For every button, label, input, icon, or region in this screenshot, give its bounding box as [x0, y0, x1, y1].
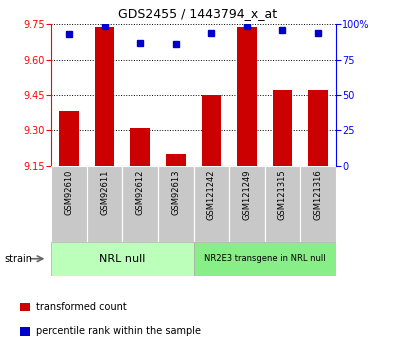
- Text: NR2E3 transgene in NRL null: NR2E3 transgene in NRL null: [204, 254, 325, 263]
- Bar: [122, 166, 158, 242]
- Bar: [237, 27, 257, 166]
- Text: GSM92611: GSM92611: [100, 169, 109, 215]
- Text: percentile rank within the sample: percentile rank within the sample: [36, 326, 201, 336]
- Bar: [194, 166, 229, 242]
- Text: transformed count: transformed count: [36, 302, 126, 312]
- Bar: [20, 327, 30, 335]
- Text: GDS2455 / 1443794_x_at: GDS2455 / 1443794_x_at: [118, 7, 277, 20]
- Text: GSM92610: GSM92610: [65, 169, 73, 215]
- Bar: [201, 95, 221, 166]
- Text: GSM121249: GSM121249: [243, 169, 251, 220]
- Bar: [59, 111, 79, 166]
- Bar: [158, 166, 194, 242]
- Bar: [194, 241, 336, 276]
- Bar: [273, 90, 292, 166]
- Text: GSM121316: GSM121316: [314, 169, 322, 220]
- Bar: [51, 166, 87, 242]
- Bar: [166, 154, 186, 166]
- Text: NRL null: NRL null: [99, 254, 146, 264]
- Text: strain: strain: [4, 254, 32, 264]
- Bar: [300, 166, 336, 242]
- Bar: [130, 128, 150, 166]
- Bar: [51, 241, 194, 276]
- Bar: [308, 90, 328, 166]
- Text: GSM121315: GSM121315: [278, 169, 287, 220]
- Bar: [20, 303, 30, 311]
- Bar: [95, 27, 115, 166]
- Text: GSM92613: GSM92613: [171, 169, 180, 215]
- Text: GSM92612: GSM92612: [136, 169, 145, 215]
- Bar: [229, 166, 265, 242]
- Text: GSM121242: GSM121242: [207, 169, 216, 220]
- Bar: [265, 166, 300, 242]
- Bar: [87, 166, 122, 242]
